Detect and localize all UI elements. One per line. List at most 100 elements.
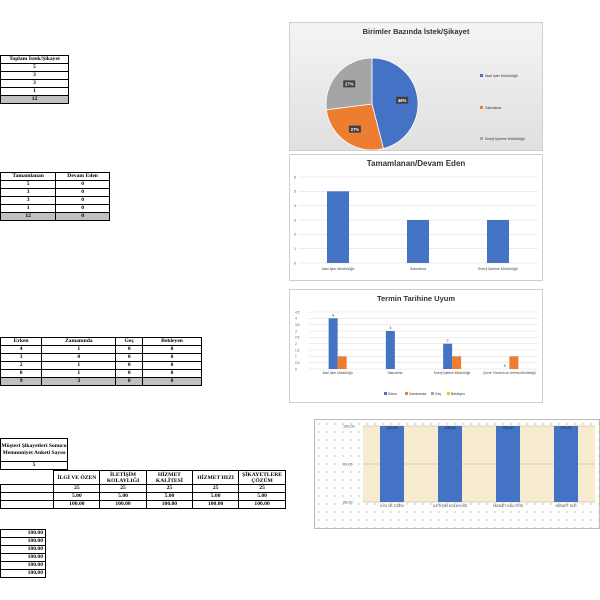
table-cell[interactable]: 0: [55, 196, 110, 205]
data-label: 27%: [345, 82, 354, 87]
table-cell[interactable]: 3: [0, 71, 69, 80]
total-cell[interactable]: 100,00: [0, 569, 46, 578]
table-cell[interactable]: 5.00: [192, 492, 240, 501]
total-cell[interactable]: 3: [41, 377, 117, 386]
y-tick-label: 5: [294, 190, 296, 194]
table-cell[interactable]: 0: [142, 345, 202, 354]
x-tick-label: Satınalma: [410, 267, 426, 271]
table-cell[interactable]: 100.00: [145, 500, 194, 509]
table-cell[interactable]: 1: [41, 361, 117, 370]
survey-bar-chart[interactable]: 98,00 99,00 100,00 İLGİ VE ÖZEN İLETİŞİM KOL…: [314, 419, 600, 529]
bar: [496, 426, 520, 502]
table-cell[interactable]: 5.00: [145, 492, 194, 501]
table-cell[interactable]: 25: [145, 484, 194, 493]
col-header: İLGİ VE ÖZEN: [53, 470, 101, 485]
total-cell[interactable]: 0: [55, 212, 110, 221]
col-header: Erken: [0, 337, 43, 346]
survey-count[interactable]: 5: [0, 461, 68, 470]
table-cell[interactable]: 0: [142, 361, 202, 370]
table-cell[interactable]: 0: [115, 361, 144, 370]
table-cell[interactable]: 0: [142, 353, 202, 362]
deadline-bar-chart[interactable]: Termin Tarihine Uyum 0 0,5 1 1,5 2 2,5 3 3,5 4 4,…: [289, 289, 543, 403]
table-cell[interactable]: 4: [0, 345, 43, 354]
total-cell[interactable]: 12: [0, 95, 69, 104]
table-cell[interactable]: 0: [55, 204, 110, 213]
table-cell[interactable]: 25: [53, 484, 101, 493]
table-cell[interactable]: 100.00: [0, 553, 46, 562]
table-cell[interactable]: 0: [41, 353, 117, 362]
y-tick-label: 4,5: [295, 310, 300, 314]
table-cell[interactable]: 0: [55, 180, 110, 189]
table-cell[interactable]: 100.00: [0, 545, 46, 554]
data-label: 2: [447, 339, 449, 343]
bar: [452, 356, 462, 369]
data-label-box: [343, 80, 356, 88]
total-cell[interactable]: 12: [0, 212, 57, 221]
table-cell[interactable]: 1: [0, 204, 57, 213]
table-cell[interactable]: [0, 484, 55, 493]
x-tick-label: Enerji İşletme Müdürlüğü: [478, 266, 518, 271]
table-cell[interactable]: 5.00: [53, 492, 101, 501]
y-tick-label: 0,5: [295, 361, 300, 365]
y-tick-label: 3: [294, 218, 296, 222]
bar: [487, 220, 509, 263]
table-cell[interactable]: 25: [99, 484, 147, 493]
table-cell[interactable]: 0: [115, 345, 144, 354]
table-cell[interactable]: 3: [0, 196, 57, 205]
table-cell[interactable]: 3: [0, 353, 43, 362]
table-cell[interactable]: 5: [0, 63, 69, 72]
chart-title: Birimler Bazında İstek/Şikayet: [362, 27, 470, 36]
table-cell[interactable]: 0: [0, 369, 43, 378]
y-tick-label: 0: [294, 261, 296, 265]
x-tick-label: HİZMET KALİTESİ: [493, 503, 523, 508]
table-cell[interactable]: 100.00: [192, 500, 240, 509]
table-cell[interactable]: 1: [41, 369, 117, 378]
table-cell[interactable]: [0, 492, 55, 501]
table-cell[interactable]: 1: [0, 87, 69, 96]
total-cell[interactable]: 9: [0, 377, 43, 386]
bar: [407, 220, 429, 263]
table-cell[interactable]: 5.00: [238, 492, 286, 501]
table-cell[interactable]: 0: [142, 369, 202, 378]
data-label: 100,00: [387, 426, 398, 430]
data-label: 4: [332, 313, 334, 317]
table-cell[interactable]: 0: [55, 188, 110, 197]
table-cell[interactable]: 100.00: [53, 500, 101, 509]
table-cell[interactable]: 100.00: [99, 500, 147, 509]
legend-label: Enerji İşletme Müdürlüğü: [485, 136, 525, 141]
table-cell[interactable]: 0: [115, 369, 144, 378]
y-tick-label: 1: [294, 247, 296, 251]
data-label: 0: [504, 364, 506, 368]
table-cell[interactable]: 5: [0, 180, 57, 189]
table-cell[interactable]: 5.00: [99, 492, 147, 501]
table-cell[interactable]: 1: [41, 345, 117, 354]
table-cell[interactable]: 100.00: [238, 500, 286, 509]
table-cell[interactable]: 2: [0, 361, 43, 370]
score-list-table: 100.00 100.00 100.00 100.00 100.00 100,0…: [0, 529, 46, 578]
y-tick-label: 2: [295, 342, 297, 346]
table-cell[interactable]: 0: [115, 353, 144, 362]
table-cell[interactable]: 100.00: [0, 537, 46, 546]
legend-label: Zamanında: [409, 392, 426, 396]
legend-swatch: [480, 74, 483, 77]
table-cell[interactable]: 3: [0, 79, 69, 88]
y-tick-label: 2: [294, 233, 296, 237]
legend-swatch: [447, 392, 450, 395]
total-cell[interactable]: 0: [142, 377, 202, 386]
pie-chart[interactable]: Birimler Bazında İstek/Şikayet 46% 27% 27%…: [289, 22, 543, 151]
table-cell[interactable]: 25: [192, 484, 240, 493]
col-header: Tamamlanan: [0, 172, 57, 181]
col-header: İLETİŞİM KOLAYLIĞI: [99, 470, 147, 485]
table-cell[interactable]: 100.00: [0, 529, 46, 538]
total-requests-table: Toplam İstek/Şikayet 5 3 3 1 12: [0, 55, 69, 104]
table-cell[interactable]: 25: [238, 484, 286, 493]
y-tick-label: 6: [294, 175, 296, 179]
y-tick-label: 4: [295, 317, 297, 321]
total-cell[interactable]: 0: [115, 377, 144, 386]
table-cell[interactable]: 100.00: [0, 561, 46, 570]
bar: [327, 191, 349, 263]
table-cell[interactable]: 3: [0, 188, 57, 197]
completed-bar-chart[interactable]: Tamamlanan/Devam Eden 0 1 2 3 4 5 6 İdari İşler…: [289, 154, 543, 281]
table-cell[interactable]: [0, 500, 55, 509]
